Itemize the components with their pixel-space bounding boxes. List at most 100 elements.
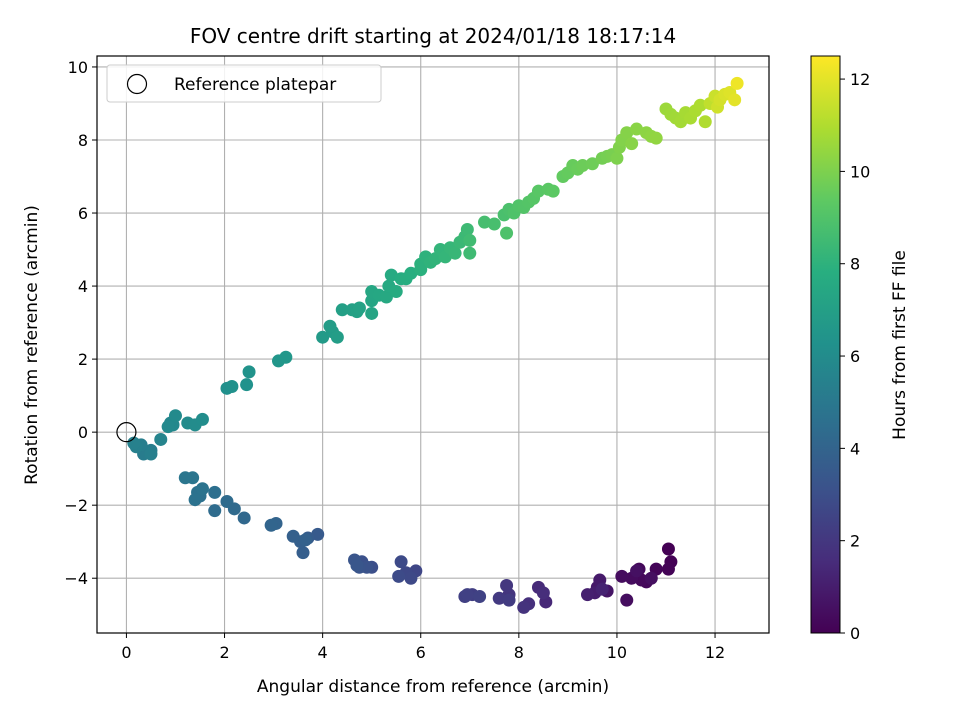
data-point xyxy=(517,600,531,614)
data-point xyxy=(316,330,330,344)
legend: Reference platepar xyxy=(106,64,382,103)
data-point xyxy=(500,226,514,240)
data-point xyxy=(296,546,310,560)
chart-title: FOV centre drift starting at 2024/01/18 … xyxy=(190,24,676,48)
data-point xyxy=(389,285,403,299)
y-axis-title: Rotation from reference (arcmin) xyxy=(22,205,42,485)
x-tick-label: 8 xyxy=(514,643,524,662)
data-point xyxy=(240,378,254,392)
data-point xyxy=(730,76,744,90)
data-point xyxy=(620,593,634,607)
data-point xyxy=(473,589,487,603)
colorbar-tick-label: 2 xyxy=(850,532,860,551)
data-point xyxy=(144,447,158,461)
data-point xyxy=(352,301,366,315)
x-tick-label: 4 xyxy=(318,643,328,662)
data-point xyxy=(644,571,658,585)
data-point xyxy=(225,379,239,393)
colorbar: 0 2 4 6 8 10 12 Hours from first FF file xyxy=(810,55,910,643)
data-point xyxy=(264,518,278,532)
colorbar-tick-label: 4 xyxy=(850,439,860,458)
x-tick-label: 12 xyxy=(705,643,725,662)
x-axis-title: Angular distance from reference (arcmin) xyxy=(257,677,609,697)
colorbar-tick-label: 6 xyxy=(850,347,860,366)
data-point xyxy=(536,586,550,600)
data-point xyxy=(581,588,595,602)
y-tick-label: 6 xyxy=(78,204,88,223)
data-point xyxy=(478,215,492,229)
reference-point-marker xyxy=(116,422,137,443)
data-point xyxy=(463,246,477,260)
data-point xyxy=(492,591,506,605)
y-tick-label: −2 xyxy=(64,496,88,515)
legend-box xyxy=(106,64,382,103)
data-point xyxy=(630,564,644,578)
legend-label: Reference platepar xyxy=(174,75,336,95)
data-point xyxy=(394,555,408,569)
data-point xyxy=(404,266,418,280)
y-tick-label: 8 xyxy=(78,131,88,150)
data-points xyxy=(116,76,744,614)
data-point xyxy=(178,471,192,485)
colorbar-ticks: 0 2 4 6 8 10 12 xyxy=(840,70,870,643)
data-point xyxy=(311,527,325,541)
data-point xyxy=(365,306,379,320)
data-point xyxy=(127,436,141,450)
data-point xyxy=(323,319,337,333)
data-point xyxy=(237,511,251,525)
legend-reference-marker xyxy=(126,73,148,95)
x-tick-label: 2 xyxy=(219,643,229,662)
plot-frame xyxy=(96,55,770,634)
colorbar-title: Hours from first FF file xyxy=(890,250,910,440)
data-point xyxy=(546,184,560,198)
data-point xyxy=(661,542,675,556)
colorbar-tick-label: 10 xyxy=(850,162,870,181)
data-point xyxy=(195,482,209,496)
data-point xyxy=(625,137,639,151)
data-point xyxy=(279,350,293,364)
data-point xyxy=(487,217,501,231)
data-point xyxy=(335,303,349,317)
data-point xyxy=(195,412,209,426)
grid-lines xyxy=(97,56,769,633)
data-point xyxy=(698,115,712,129)
data-point xyxy=(693,98,707,112)
data-point xyxy=(460,588,474,602)
y-axis: −4 −2 0 2 4 6 8 10 xyxy=(64,58,97,588)
data-point xyxy=(615,569,629,583)
x-tick-label: 6 xyxy=(416,643,426,662)
x-tick-label: 10 xyxy=(607,643,627,662)
data-point xyxy=(649,131,663,145)
colorbar-gradient xyxy=(811,56,840,633)
y-tick-label: 4 xyxy=(78,277,88,296)
colorbar-frame xyxy=(810,55,841,634)
data-point xyxy=(220,495,234,509)
x-tick-label: 0 xyxy=(121,643,131,662)
y-tick-label: −4 xyxy=(64,569,88,588)
data-point xyxy=(585,157,599,171)
data-point xyxy=(531,184,545,198)
data-point xyxy=(620,126,634,140)
data-point xyxy=(661,562,675,576)
x-axis: 0 2 4 6 8 10 12 xyxy=(121,633,725,662)
colorbar-tick-label: 8 xyxy=(850,255,860,274)
data-point xyxy=(208,485,222,499)
data-point xyxy=(630,122,644,136)
data-point xyxy=(208,504,222,518)
data-point xyxy=(350,558,364,572)
data-point xyxy=(595,582,609,596)
y-tick-label: 0 xyxy=(78,423,88,442)
data-point xyxy=(379,290,393,304)
data-point xyxy=(168,409,182,423)
data-point xyxy=(500,579,514,593)
data-point xyxy=(448,246,462,260)
colorbar-tick-label: 0 xyxy=(850,624,860,643)
data-point xyxy=(161,420,175,434)
y-tick-label: 10 xyxy=(68,58,88,77)
data-point xyxy=(384,268,398,282)
data-point xyxy=(154,432,168,446)
data-point xyxy=(576,159,590,173)
data-point xyxy=(392,569,406,583)
data-point xyxy=(502,593,516,607)
